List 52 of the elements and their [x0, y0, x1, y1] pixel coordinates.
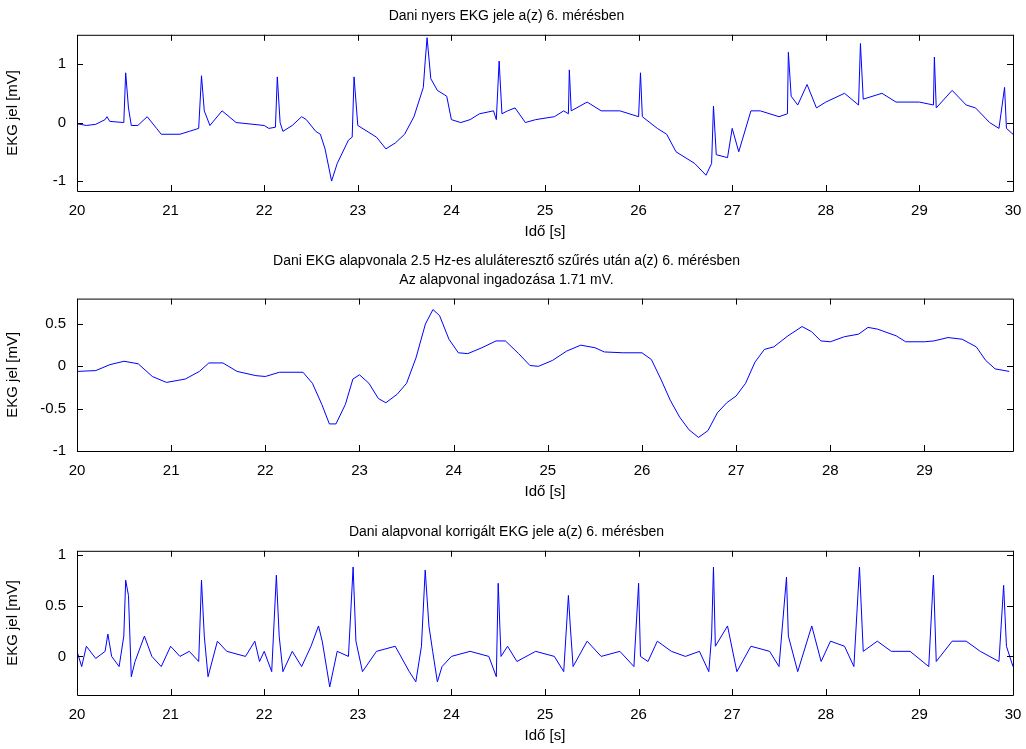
x-tick-label: 22 — [255, 705, 273, 723]
y-axis-title: EKG jel [mV] — [3, 331, 21, 418]
x-tick-label: 23 — [349, 705, 367, 723]
x-tick-label: 20 — [68, 201, 86, 219]
x-tick-label: 27 — [727, 461, 745, 479]
x-tick-label: 21 — [162, 461, 180, 479]
x-tick-label: 25 — [536, 705, 554, 723]
x-tick-label: 24 — [443, 201, 460, 219]
chart-title: Dani nyers EKG jele a(z) 6. mérésben — [388, 7, 625, 24]
x-tick-label: 21 — [162, 705, 179, 723]
y-tick-label: 0 — [57, 112, 66, 130]
y-tick-label: -0.5 — [40, 398, 66, 416]
x-tick-label: 20 — [68, 461, 86, 479]
x-tick-label: 23 — [349, 201, 367, 219]
y-axis-title: EKG jel [mV] — [3, 69, 21, 156]
y-tick-label: 0 — [57, 356, 66, 374]
x-tick-label: 26 — [630, 201, 647, 219]
x-tick-label: 30 — [1004, 201, 1022, 219]
chart-title: Dani EKG alapvonala 2.5 Hz-es aluláteresztő szűrés után a(z) 6. mérésben — [273, 252, 740, 269]
x-tick-label: 24 — [443, 705, 460, 723]
x-tick-label: 27 — [723, 705, 741, 723]
y-tick-label: 1 — [57, 545, 66, 562]
y-tick-label: 0.5 — [45, 595, 66, 613]
x-tick-label: 22 — [255, 201, 273, 219]
x-axis-title: Idő [s] — [524, 482, 566, 500]
x-tick-label: 26 — [630, 705, 647, 723]
x-tick-label: 25 — [539, 461, 557, 479]
x-tick-label: 28 — [817, 705, 835, 723]
y-axis-title: EKG jel [mV] — [3, 579, 21, 666]
x-tick-label: 20 — [68, 705, 86, 723]
y-tick-label: -1 — [52, 441, 66, 459]
x-tick-label: 28 — [821, 461, 839, 479]
chart-title: Dani alapvonal korrigált EKG jele a(z) 6. mérésben — [348, 523, 665, 540]
y-tick-label: 0 — [57, 646, 66, 664]
y-tick-label: 0.5 — [45, 314, 66, 332]
x-tick-label: 26 — [633, 461, 651, 479]
x-tick-label: 24 — [445, 461, 462, 479]
x-axis-title: Idő [s] — [524, 222, 566, 240]
x-tick-label: 30 — [1004, 705, 1022, 723]
x-tick-label: 29 — [911, 705, 928, 723]
x-tick-label: 29 — [911, 201, 928, 219]
x-tick-label: 27 — [723, 201, 741, 219]
x-tick-label: 28 — [817, 201, 835, 219]
x-tick-label: 23 — [351, 461, 368, 479]
chart-subtitle: Az alapvonal ingadozása 1.71 mV. — [399, 271, 614, 288]
y-tick-label: -1 — [52, 171, 66, 189]
x-tick-label: 29 — [916, 461, 933, 479]
x-tick-label: 25 — [536, 201, 554, 219]
x-axis-title: Idő [s] — [524, 726, 566, 744]
x-tick-label: 22 — [256, 461, 274, 479]
x-tick-label: 21 — [162, 201, 179, 219]
y-tick-label: 1 — [57, 54, 66, 72]
